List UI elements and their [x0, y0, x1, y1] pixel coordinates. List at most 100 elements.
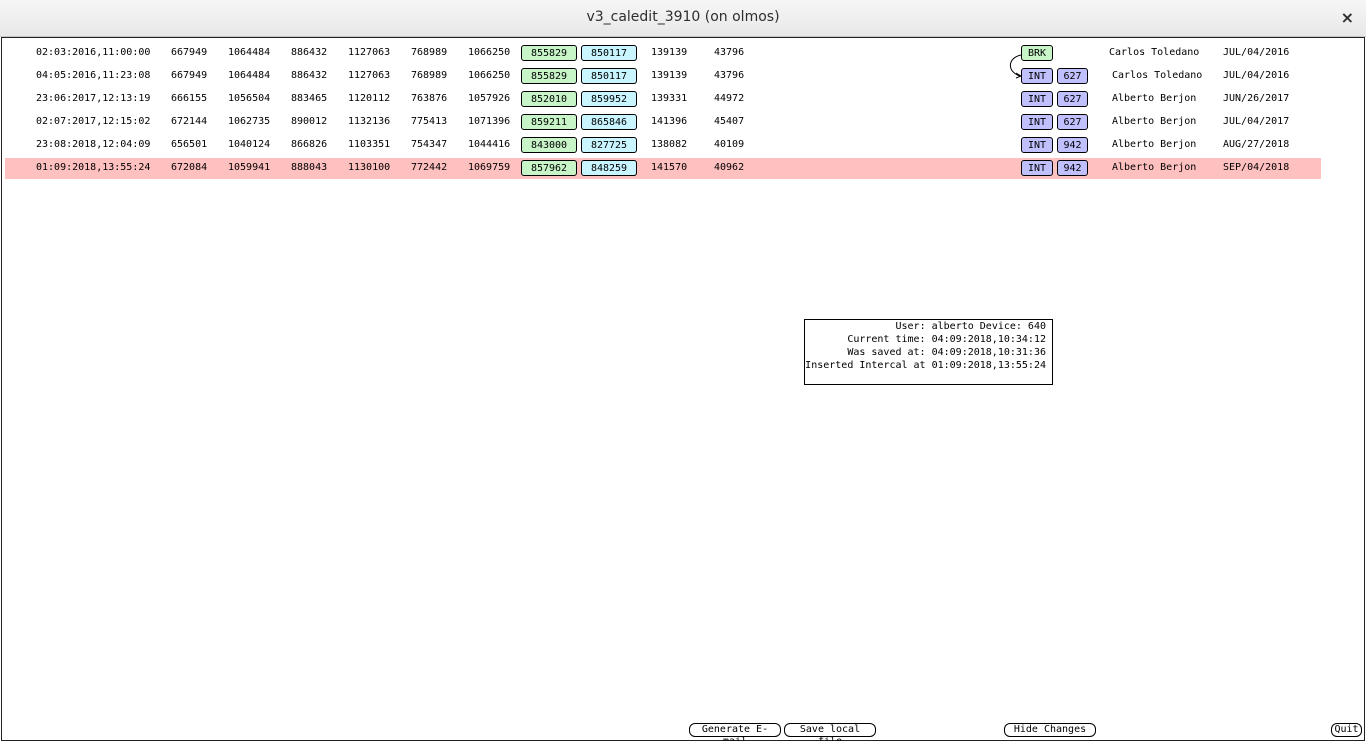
value-cell: 43796 — [714, 70, 745, 81]
time-cell: 23:06:2017,12:13:19 — [36, 93, 151, 104]
time-cell: 02:03:2016,11:00:00 — [36, 47, 151, 58]
value-cell: 45407 — [714, 116, 745, 127]
cyan-value: 865846 — [581, 114, 637, 130]
type-tag: INT — [1021, 91, 1053, 107]
value-cell: 141396 — [651, 116, 688, 127]
value-cell: 768989 — [411, 70, 448, 81]
value-cell: 772442 — [411, 162, 448, 173]
type-tag: INT — [1021, 68, 1053, 84]
row-highlight — [5, 158, 1321, 179]
value-cell: 666155 — [171, 93, 208, 104]
value-cell: 1064484 — [228, 70, 271, 81]
user-name: Alberto Berjon — [1112, 116, 1197, 127]
title-bar: v3_caledit_3910 (on olmos) × — [0, 0, 1366, 37]
value-cell: 672144 — [171, 116, 208, 127]
value-cell: 667949 — [171, 47, 208, 58]
cyan-value: 850117 — [581, 68, 637, 84]
value-cell: 138082 — [651, 139, 688, 150]
user-name: Alberto Berjon — [1112, 139, 1197, 150]
date-cell: JUL/04/2016 — [1223, 47, 1290, 58]
window-title: v3_caledit_3910 (on olmos) — [586, 9, 780, 25]
info-line: User: alberto Device: 640 — [895, 321, 1046, 332]
value-cell: 1127063 — [348, 47, 391, 58]
value-cell: 768989 — [411, 47, 448, 58]
type-tag: INT — [1021, 137, 1053, 153]
date-cell: AUG/27/2018 — [1223, 139, 1290, 150]
value-cell: 1066250 — [468, 70, 511, 81]
value-cell: 1130100 — [348, 162, 391, 173]
value-cell: 883465 — [291, 93, 328, 104]
green-value: 859211 — [521, 114, 577, 130]
date-cell: JUL/04/2017 — [1223, 116, 1290, 127]
cyan-value: 859952 — [581, 91, 637, 107]
value-cell: 1127063 — [348, 70, 391, 81]
button[interactable]: Hide Changes — [1004, 723, 1096, 737]
button[interactable]: Save local file — [784, 723, 876, 741]
type-tag: BRK — [1021, 45, 1053, 61]
time-cell: 04:05:2016,11:23:08 — [36, 70, 151, 81]
value-cell: 656501 — [171, 139, 208, 150]
user-name: Carlos Toledano — [1112, 70, 1203, 81]
value-cell: 888043 — [291, 162, 328, 173]
device-badge: 942 — [1057, 137, 1088, 153]
value-cell: 1057926 — [468, 93, 511, 104]
date-cell: SEP/04/2018 — [1223, 162, 1290, 173]
value-cell: 754347 — [411, 139, 448, 150]
cyan-value: 848259 — [581, 160, 637, 176]
close-button[interactable]: × — [1340, 8, 1354, 27]
value-cell: 139139 — [651, 70, 688, 81]
green-value: 855829 — [521, 68, 577, 84]
value-cell: 763876 — [411, 93, 448, 104]
value-cell: 44972 — [714, 93, 745, 104]
value-cell: 1120112 — [348, 93, 391, 104]
green-value: 855829 — [521, 45, 577, 61]
date-cell: JUL/04/2016 — [1223, 70, 1290, 81]
value-cell: 1040124 — [228, 139, 271, 150]
button[interactable]: Quit — [1331, 723, 1362, 737]
value-cell: 1064484 — [228, 47, 271, 58]
value-cell: 40962 — [714, 162, 745, 173]
info-box: User: alberto Device: 640 Current time: 0… — [804, 319, 1053, 385]
value-cell: 1132136 — [348, 116, 391, 127]
button[interactable]: Generate E-mail — [689, 723, 781, 741]
value-cell: 1062735 — [228, 116, 271, 127]
value-cell: 141570 — [651, 162, 688, 173]
user-name: Alberto Berjon — [1112, 93, 1197, 104]
value-cell: 890012 — [291, 116, 328, 127]
cyan-value: 850117 — [581, 45, 637, 61]
value-cell: 886432 — [291, 70, 328, 81]
value-cell: 672084 — [171, 162, 208, 173]
info-line: Was saved at: 04:09:2018,10:31:36 — [847, 347, 1046, 358]
user-name: Alberto Berjon — [1112, 162, 1197, 173]
green-value: 843000 — [521, 137, 577, 153]
value-cell: 139139 — [651, 47, 688, 58]
info-line: Current time: 04:09:2018,10:34:12 — [847, 334, 1046, 345]
type-tag: INT — [1021, 160, 1053, 176]
value-cell: 1071396 — [468, 116, 511, 127]
value-cell: 139331 — [651, 93, 688, 104]
value-cell: 775413 — [411, 116, 448, 127]
time-cell: 01:09:2018,13:55:24 — [36, 162, 151, 173]
value-cell: 667949 — [171, 70, 208, 81]
device-badge: 942 — [1057, 160, 1088, 176]
value-cell: 1056504 — [228, 93, 271, 104]
info-line: Inserted Intercal at 01:09:2018,13:55:24 — [805, 360, 1046, 371]
device-badge: 627 — [1057, 68, 1088, 84]
value-cell: 1044416 — [468, 139, 511, 150]
time-cell: 02:07:2017,12:15:02 — [36, 116, 151, 127]
device-badge: 627 — [1057, 91, 1088, 107]
time-cell: 23:08:2018,12:04:09 — [36, 139, 151, 150]
green-value: 857962 — [521, 160, 577, 176]
value-cell: 1066250 — [468, 47, 511, 58]
green-value: 852010 — [521, 91, 577, 107]
value-cell: 1069759 — [468, 162, 511, 173]
value-cell: 886432 — [291, 47, 328, 58]
device-badge: 627 — [1057, 114, 1088, 130]
value-cell: 1103351 — [348, 139, 391, 150]
date-cell: JUN/26/2017 — [1223, 93, 1290, 104]
value-cell: 43796 — [714, 47, 745, 58]
value-cell: 40109 — [714, 139, 745, 150]
value-cell: 866826 — [291, 139, 328, 150]
type-tag: INT — [1021, 114, 1053, 130]
